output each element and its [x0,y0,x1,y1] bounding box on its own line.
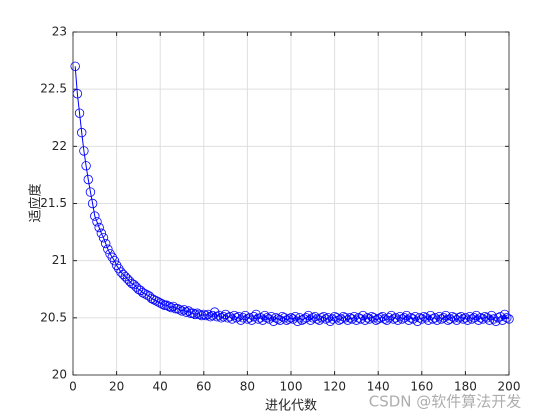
data-point [319,311,329,322]
data-point [103,244,113,254]
x-tick-label: 200 [498,380,521,394]
data-point [266,311,277,322]
data-point [79,146,89,156]
data-point [495,311,505,322]
data-point [482,313,492,323]
axes-box [72,31,510,376]
data-point [218,311,229,322]
data-point [393,315,403,325]
y-tick-label: 23 [52,25,67,39]
data-point [77,127,87,138]
data-point [162,300,172,310]
data-point [85,187,96,197]
y-tick-label: 22.5 [40,82,67,96]
data-point [384,313,394,323]
data-point [281,315,292,325]
data-point [214,310,224,321]
data-point [242,314,253,324]
data-point [100,238,111,249]
data-point [233,311,244,322]
y-tick-label: 21 [52,253,67,267]
data-point [172,303,183,314]
x-tick-label: 160 [410,380,433,394]
data-point [502,313,512,323]
data-point [201,310,211,321]
data-point [257,315,268,325]
data-point [164,301,174,312]
x-tick-label: 80 [240,380,255,394]
y-tick-label: 20 [52,368,67,382]
data-point [105,249,115,259]
data-point [155,298,165,308]
data-point [414,313,425,323]
data-point [454,313,464,323]
data-point [109,255,120,266]
data-point [74,108,85,118]
data-point [465,311,475,322]
data-point [231,313,242,323]
data-point [303,310,314,321]
data-point [90,211,100,221]
data-point [157,299,168,309]
data-point [188,308,198,318]
x-tick-label: 0 [69,380,77,394]
data-point [212,311,222,322]
y-axis-label: 适应度 [28,183,44,222]
watermark: CSDN @软件算法开发 [369,393,522,411]
y-tick-label: 21.5 [40,196,67,210]
data-point [81,161,91,171]
data-point [229,310,240,321]
y-tick-label: 20.5 [40,310,67,324]
data-point [87,198,98,209]
data-point [72,89,83,99]
data-point [362,313,373,323]
data-point [497,315,508,325]
data-point [111,260,122,270]
data-point [177,306,187,316]
data-point [475,313,486,323]
data-point [92,217,102,227]
data-point [268,316,279,326]
y-tick-label: 22 [52,139,67,153]
data-point [166,302,176,313]
x-axis-label: 进化代数 [265,399,317,414]
data-point [83,174,93,185]
data-point [478,314,488,324]
data-point [203,309,213,320]
x-tick-label: 180 [454,380,477,394]
data-point [284,314,294,324]
data-point [140,289,150,299]
data-point [432,315,442,325]
data-point [462,315,473,325]
data-point [181,307,192,317]
data-point [238,313,248,323]
data-point [98,233,109,243]
data-point [96,228,107,238]
data-point [207,310,218,321]
data-point [70,61,80,72]
data-point [192,308,202,318]
data-point [321,314,331,324]
data-point [107,252,117,262]
data-point [249,311,259,322]
data-point [94,222,104,233]
data-point [417,314,427,324]
data-point [484,315,495,325]
data-point [434,311,444,322]
x-tick-label: 120 [323,380,346,394]
x-tick-label: 100 [280,380,303,394]
x-tick-label: 60 [196,380,211,394]
x-tick-label: 140 [367,380,390,394]
data-point [295,313,305,323]
x-tick-label: 20 [109,380,124,394]
data-point [316,313,327,323]
x-tick-label: 40 [153,380,168,394]
data-point [504,314,514,324]
data-point [395,311,405,322]
data-point [292,316,303,326]
data-point [412,316,423,326]
